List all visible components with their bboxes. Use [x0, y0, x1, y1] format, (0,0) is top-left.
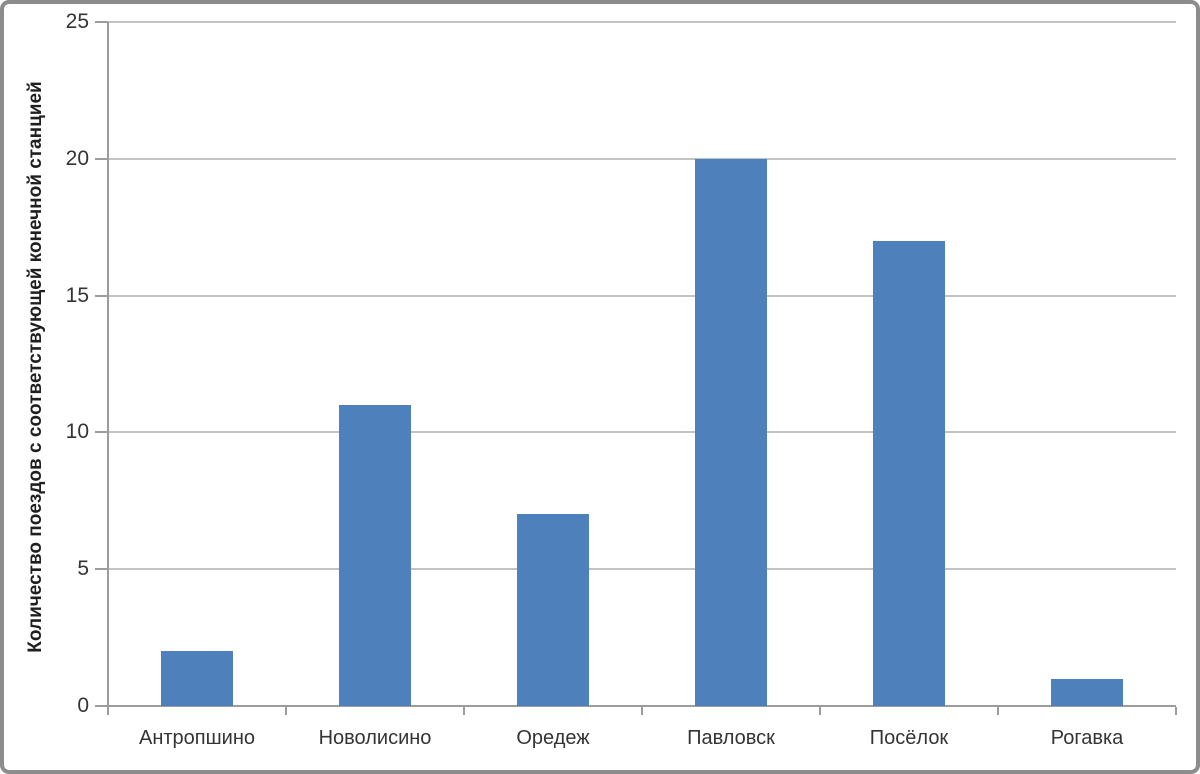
- x-category-label: Оредеж: [516, 727, 590, 749]
- x-category-label: Новолисино: [318, 727, 432, 749]
- gridline: [108, 157, 1176, 160]
- chart-bar: [695, 158, 767, 706]
- chart-bar: [873, 240, 945, 706]
- x-axis-tick: [819, 707, 821, 715]
- y-tick-label: 15: [65, 283, 89, 307]
- y-axis-tick: [95, 21, 108, 23]
- x-axis-tick: [641, 707, 643, 715]
- x-axis-tick: [285, 707, 287, 715]
- y-axis-tick: [95, 705, 108, 707]
- chart-bar: [339, 405, 411, 706]
- chart-bar: [517, 514, 589, 706]
- x-category-label: Рогавка: [1050, 727, 1124, 749]
- y-tick-label: 5: [77, 557, 89, 581]
- y-axis-tick: [95, 568, 108, 571]
- y-tick-label: 0: [77, 694, 89, 717]
- gridline: [108, 568, 1176, 571]
- x-axis-tick: [997, 707, 999, 715]
- y-axis-tick: [95, 431, 108, 434]
- x-category-label: Павловск: [687, 727, 775, 749]
- chart-bar: [1051, 678, 1123, 706]
- y-tick-label: 20: [65, 146, 89, 170]
- y-tick-label: 25: [65, 10, 89, 33]
- x-axis-tick: [463, 707, 465, 715]
- x-axis-tick: [107, 707, 109, 715]
- chart-bar: [161, 651, 233, 706]
- gridline: [108, 294, 1176, 297]
- x-category-label: Посёлок: [869, 727, 949, 749]
- y-axis-tick: [95, 157, 108, 160]
- gridline: [108, 21, 1176, 23]
- y-axis-tick: [95, 294, 108, 297]
- x-axis-line: [108, 705, 1176, 707]
- x-axis-tick: [1175, 707, 1177, 715]
- y-axis-line: [107, 22, 109, 706]
- gridline: [108, 431, 1176, 434]
- y-tick-label: 10: [65, 420, 89, 444]
- x-category-label: Антропшино: [138, 727, 255, 749]
- chart-plot-area: 0 5 10 15 20 25 Антропшино Новолисино Оредеж Павл…: [4, 4, 1196, 770]
